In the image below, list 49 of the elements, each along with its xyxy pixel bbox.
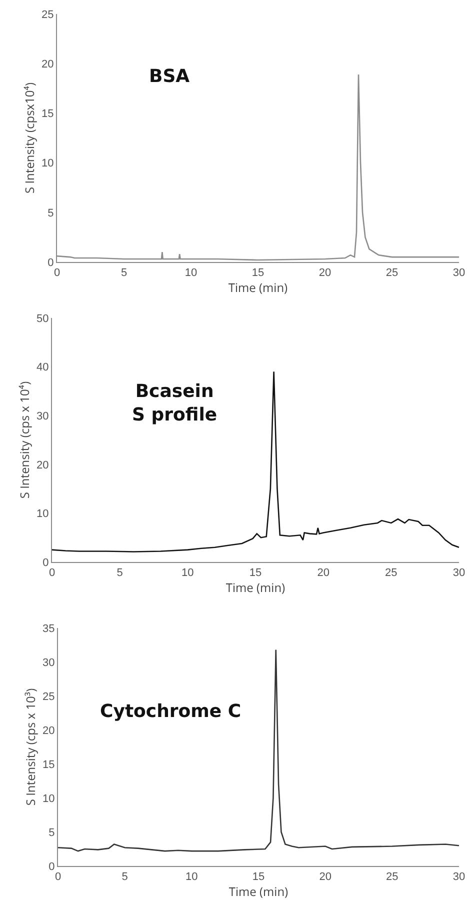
y-tick-label: 25 [42, 690, 55, 703]
annotation: Bcasein S profile [132, 381, 218, 426]
y-tick-label: 20 [36, 459, 49, 472]
x-tick-label: 15 [252, 267, 264, 280]
y-tick-label: 40 [36, 362, 49, 374]
x-tick-label: 15 [249, 567, 262, 580]
y-axis-title: S Intensity (cps x 10⁴) [16, 380, 33, 499]
x-axis-title: Time (min) [226, 579, 286, 596]
y-tick-label: 20 [42, 58, 54, 70]
x-axis-title: Time (min) [228, 883, 289, 900]
y-tick-label: 15 [42, 758, 55, 771]
line-series [58, 649, 459, 852]
annotation: Cytochrome C [100, 701, 242, 722]
x-tick-label: 15 [252, 871, 265, 884]
y-tick-label: 35 [42, 622, 55, 635]
y-tick-label: 10 [42, 792, 55, 805]
y-tick-label: 50 [36, 312, 49, 325]
x-tick-label: 10 [186, 871, 198, 884]
y-tick-label: 0 [48, 256, 54, 269]
y-tick-label: 20 [42, 724, 55, 737]
x-tick-label: 10 [182, 567, 194, 580]
y-tick-label: 5 [48, 207, 54, 220]
x-tick-label: 30 [452, 567, 466, 580]
x-tick-label: 5 [120, 267, 128, 280]
y-axis-title: S Intensity (cps x 10³) [22, 688, 39, 806]
x-tick-label: 20 [319, 871, 332, 884]
x-tick-label: 30 [452, 267, 466, 280]
y-axis-title: S Intensity (cpsx10⁴) [20, 82, 38, 194]
x-tick-label: 20 [318, 267, 332, 280]
x-tick-label: 30 [452, 871, 466, 884]
y-tick-label: 0 [42, 556, 49, 569]
x-tick-label: 5 [116, 567, 123, 580]
y-tick-label: 10 [42, 158, 54, 170]
x-tick-label: 20 [317, 567, 330, 580]
y-tick-label: 25 [42, 8, 54, 21]
line-series [52, 371, 459, 552]
y-tick-label: 15 [42, 108, 54, 120]
y-tick-label: 30 [42, 656, 55, 669]
y-tick-label: 30 [36, 410, 49, 422]
x-tick-label: 25 [385, 567, 398, 580]
x-tick-label: 5 [122, 871, 128, 884]
y-tick-label: 10 [36, 508, 49, 520]
x-tick-label: 25 [386, 267, 398, 280]
x-tick-label: 10 [184, 267, 198, 280]
y-tick-label: 5 [48, 826, 55, 839]
annotation: BSA [149, 66, 190, 87]
x-tick-label: 25 [386, 871, 398, 884]
x-axis-title: Time (min) [228, 279, 288, 296]
y-tick-label: 0 [48, 860, 55, 873]
